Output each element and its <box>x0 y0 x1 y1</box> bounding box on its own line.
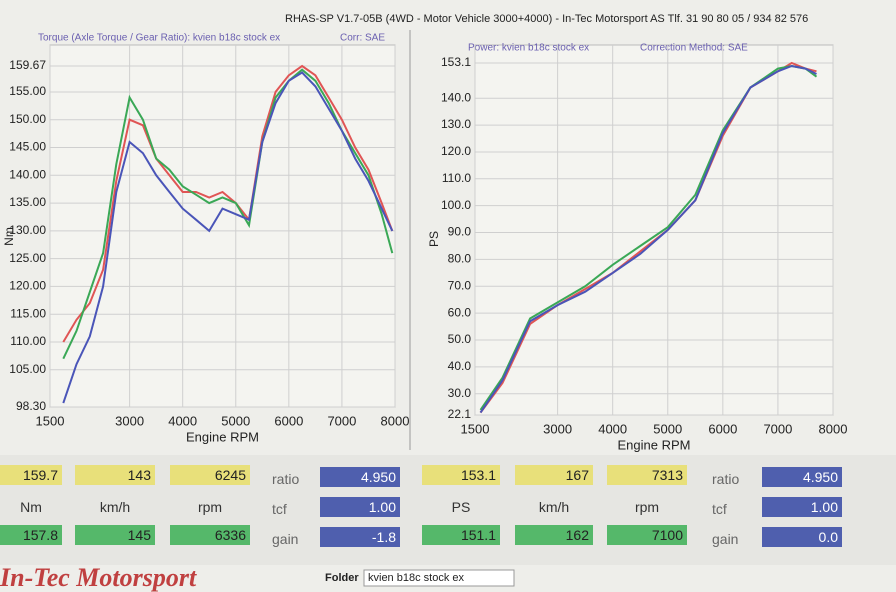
y-tick-label: 110.00 <box>10 334 46 348</box>
x-tick-label: 6000 <box>274 413 303 428</box>
y-tick-label: 90.0 <box>448 225 472 239</box>
x-tick-label: 3000 <box>543 421 572 436</box>
peak-value: 153.1 <box>422 465 500 485</box>
x-tick-label: 8000 <box>819 421 848 436</box>
y-tick-label: 40.0 <box>448 359 472 373</box>
y-tick-label: 135.00 <box>9 195 46 209</box>
param-label: tcf <box>712 501 727 517</box>
y-tick-label: 70.0 <box>448 278 472 292</box>
y-tick-label: 110.0 <box>442 171 471 185</box>
unit-label: km/h <box>538 499 570 515</box>
y-tick-label: 105.00 <box>9 362 46 376</box>
y-tick-label: 140.00 <box>9 167 46 181</box>
peak-value: 143 <box>75 465 155 485</box>
y-tick-label: 145.00 <box>9 140 46 154</box>
unit-label: PS <box>451 499 471 515</box>
chart-subtitle: Torque (Axle Torque / Gear Ratio): kvien… <box>38 33 280 44</box>
param-value: 1.00 <box>320 497 400 517</box>
x-tick-label: 1500 <box>36 413 65 428</box>
y-tick-label: 153.1 <box>441 55 471 69</box>
y-tick-label: 50.0 <box>448 332 472 346</box>
plot-area <box>474 44 834 416</box>
param-value: 0.0 <box>762 527 842 547</box>
param-label: gain <box>712 531 739 547</box>
y-tick-label: 80.0 <box>448 252 472 266</box>
unit-label: km/h <box>99 499 131 515</box>
current-value: 6336 <box>170 525 250 545</box>
peak-value: 6245 <box>170 465 250 485</box>
peak-value: 159.7 <box>0 465 62 485</box>
current-value: 162 <box>515 525 593 545</box>
y-tick-label: 100.0 <box>441 198 471 212</box>
header: RHAS-SP V1.7-05B (4WD - Motor Vehicle 30… <box>285 13 808 25</box>
param-value: 4.950 <box>762 467 842 487</box>
y-tick-label: 60.0 <box>448 305 472 319</box>
series-line <box>62 71 394 404</box>
x-tick-label: 3000 <box>115 413 144 428</box>
current-value: 145 <box>75 525 155 545</box>
y-tick-label: 115.00 <box>10 306 46 320</box>
folder-name: kvien b18c stock ex <box>368 572 464 584</box>
folder-box <box>363 569 515 587</box>
current-value: 157.8 <box>0 525 62 545</box>
y-axis-label: PS <box>427 231 441 247</box>
y-tick-label: 150.00 <box>9 112 46 126</box>
y-tick-label: 120.0 <box>441 144 471 158</box>
folder-label: Folder <box>325 572 359 584</box>
param-value: 1.00 <box>762 497 842 517</box>
x-tick-label: 4000 <box>168 413 197 428</box>
y-axis-label: Nm <box>2 227 16 246</box>
correction-label: Correction Method: SAE <box>640 43 748 54</box>
x-tick-label: 5000 <box>653 421 682 436</box>
x-tick-label: 1500 <box>461 421 490 436</box>
param-label: ratio <box>272 471 300 487</box>
param-value: 4.950 <box>320 467 400 487</box>
x-tick-label: 5000 <box>221 413 250 428</box>
unit-label: rpm <box>197 499 223 515</box>
correction-label: Corr: SAE <box>340 33 385 44</box>
y-tick-label: 159.67 <box>9 58 46 72</box>
x-tick-label: 7000 <box>327 413 356 428</box>
y-tick-label: 120.00 <box>9 279 46 293</box>
y-tick-label: 22.1 <box>448 407 472 421</box>
footer-logo: In-Tec Motorsport <box>0 563 197 592</box>
unit-label: Nm <box>20 499 42 515</box>
peak-value: 7313 <box>607 465 687 485</box>
y-tick-label: 30.0 <box>448 386 472 400</box>
x-tick-label: 6000 <box>708 421 737 436</box>
param-value: -1.8 <box>320 527 400 547</box>
series-line <box>479 64 817 414</box>
param-label: ratio <box>712 471 740 487</box>
x-tick-label: 8000 <box>381 413 410 428</box>
y-tick-label: 130.0 <box>441 117 471 131</box>
x-axis-label: Engine RPM <box>186 429 259 444</box>
param-label: gain <box>272 531 299 547</box>
chart-subtitle: Power: kvien b18c stock ex <box>468 43 589 54</box>
x-axis-label: Engine RPM <box>618 437 691 452</box>
x-tick-label: 4000 <box>598 421 627 436</box>
plot-area <box>49 44 396 408</box>
y-tick-label: 130.00 <box>9 223 46 237</box>
y-tick-label: 140.0 <box>441 90 471 104</box>
current-value: 7100 <box>607 525 687 545</box>
current-value: 151.1 <box>422 525 500 545</box>
y-tick-label: 125.00 <box>9 251 46 265</box>
series-line <box>62 64 394 343</box>
y-tick-label: 155.00 <box>9 84 46 98</box>
param-label: tcf <box>272 501 287 517</box>
unit-label: rpm <box>634 499 660 515</box>
x-tick-label: 7000 <box>763 421 792 436</box>
y-tick-label: 98.30 <box>16 399 46 413</box>
peak-value: 167 <box>515 465 593 485</box>
